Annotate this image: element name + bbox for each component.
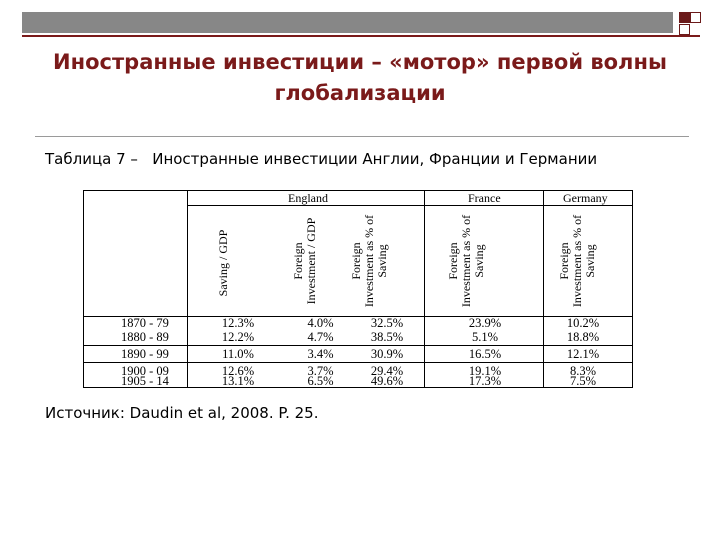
row-period: 1890 - 99 [121, 347, 169, 361]
table-cell: 12.3% [221, 316, 255, 330]
outline-square-decor [679, 24, 690, 35]
table-cell: 6.5% [307, 374, 334, 388]
table-cell: 23.9% [468, 316, 502, 330]
col-header-germany-fi-saving: Foreign Investment as % of Saving [557, 214, 597, 308]
table-border-right [632, 190, 633, 388]
table-cell: 3.4% [307, 347, 334, 361]
table-cell: 32.5% [370, 316, 404, 330]
slide-title: Иностранные инвестиции – «мотор» первой … [40, 47, 680, 109]
group-header-france: France [468, 191, 501, 205]
slide-title-line-2: глобализации [274, 81, 446, 105]
table-cell: 4.0% [307, 316, 334, 330]
table-cell: 17.3% [468, 374, 502, 388]
table-cell: 13.1% [221, 374, 255, 388]
table-vline-germany [543, 190, 544, 388]
table-cell: 49.6% [370, 374, 404, 388]
table-cell: 19.1% [468, 364, 502, 378]
filled-square-decor [679, 12, 690, 23]
title-divider [35, 136, 689, 137]
row-period: 1905 - 14 [121, 374, 169, 388]
table-vline-france [424, 190, 425, 388]
table-border-bottom [83, 387, 633, 388]
group-header-germany: Germany [563, 191, 608, 205]
table-caption: Таблица 7 – Иностранные инвестиции Англи… [45, 150, 598, 168]
slide-title-line-1: Иностранные инвестиции – «мотор» первой … [53, 50, 667, 74]
table-cell: 30.9% [370, 347, 404, 361]
row-period: 1900 - 09 [121, 364, 169, 378]
table-cell: 10.2% [566, 316, 600, 330]
title-accent-line [22, 35, 700, 37]
table-border-left [83, 190, 84, 388]
table-cell: 38.5% [370, 330, 404, 344]
table-cell: 16.5% [468, 347, 502, 361]
source-note: Источник: Daudin et al, 2008. P. 25. [45, 404, 319, 422]
col-header-france-fi-saving: Foreign Investment as % of Saving [446, 214, 486, 308]
row-period: 1870 - 79 [121, 316, 169, 330]
table-cell: 8.3% [569, 364, 597, 378]
table-cell: 3.7% [307, 364, 334, 378]
table-vline-label [187, 190, 188, 388]
investment-table: England France Germany Saving / GDP Fore… [83, 190, 633, 388]
table-cell: 12.6% [221, 364, 255, 378]
table-cell: 11.0% [222, 347, 254, 361]
table-hline-1890 [83, 345, 633, 346]
table-hline-header [83, 316, 633, 317]
outline-square-decor [690, 12, 701, 23]
table-cell: 29.4% [370, 364, 404, 378]
col-header-england-fi-saving: Foreign Investment as % of Saving [349, 214, 389, 308]
col-header-england-fi-gdp: Foreign Investment / GDP [291, 217, 318, 305]
table-cell: 4.7% [307, 330, 334, 344]
top-decor-bar [22, 12, 673, 33]
row-period: 1880 - 89 [121, 330, 169, 344]
table-border-top [83, 190, 633, 191]
group-header-england: England [288, 191, 328, 205]
col-header-saving-gdp: Saving / GDP [216, 229, 230, 297]
table-cell: 18.8% [566, 330, 600, 344]
table-cell: 5.1% [471, 330, 499, 344]
table-cell: 12.1% [566, 347, 600, 361]
table-hline-1900 [83, 362, 633, 363]
table-cell: 7.5% [569, 374, 597, 388]
table-hline-groups [187, 205, 632, 206]
table-cell: 12.2% [221, 330, 255, 344]
